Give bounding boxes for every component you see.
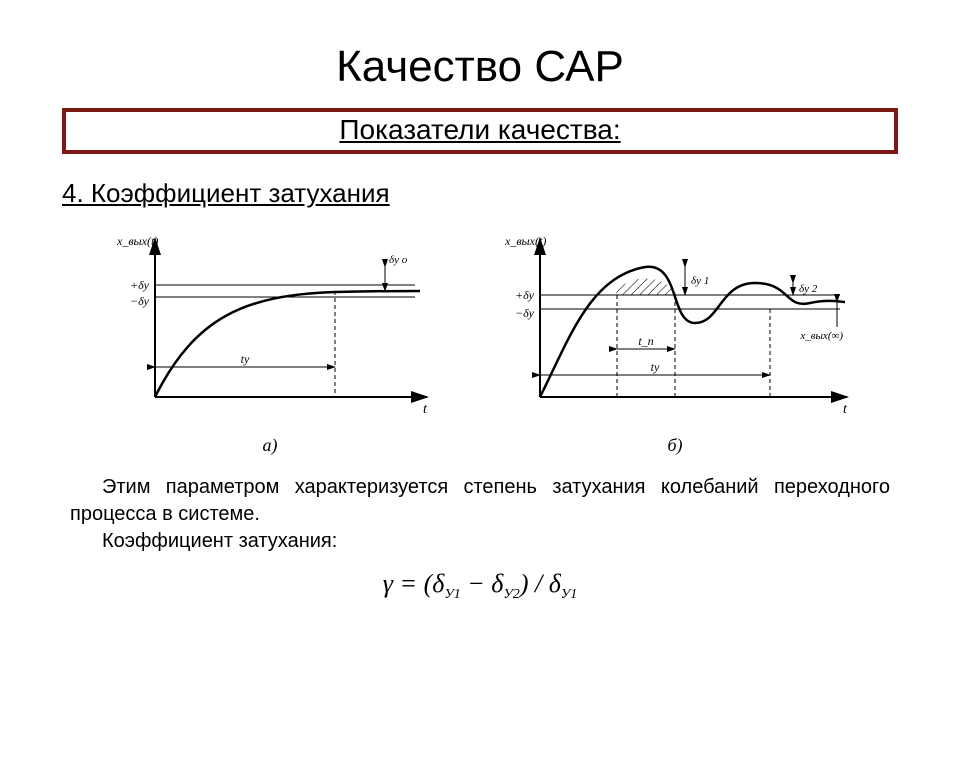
svg-text:x_вых(t): x_вых(t) [504,234,546,248]
svg-text:−δy: −δy [515,306,535,320]
graph-b: x_вых(t)t +δy −δy t_nty δy 1 δy 2 x_вых(∞) б) [495,227,855,456]
body-text: Этим параметром характеризуется степень … [70,474,890,555]
page-title: Качество САР [0,42,960,92]
graph-a: x_вых(t)t +δy −δy ty δy o а) [105,227,435,456]
svg-text:+δy: +δy [515,288,535,302]
svg-text:t: t [423,402,428,417]
svg-text:t: t [843,402,848,417]
graph-b-svg: x_вых(t)t +δy −δy t_nty δy 1 δy 2 x_вых(∞) [495,227,855,427]
graph-a-svg: x_вых(t)t +δy −δy ty δy o [105,227,435,427]
subtitle-box: Показатели качества: [62,108,898,154]
svg-text:x_вых(∞): x_вых(∞) [799,330,843,342]
svg-text:δy 2: δy 2 [799,283,818,295]
svg-text:δy 1: δy 1 [691,275,709,287]
graphs-container: x_вых(t)t +δy −δy ty δy o а) x_вых(t)t +δy −δy… [0,227,960,456]
svg-text:t_n: t_n [638,334,653,348]
svg-text:δy o: δy o [389,254,408,266]
subtitle-text: Показатели качества: [339,114,620,145]
section-heading: 4. Коэффициент затухания [62,178,960,209]
svg-text:+δy: +δy [130,278,150,292]
svg-text:−δy: −δy [130,294,150,308]
graph-b-caption: б) [667,435,682,456]
svg-text:ty: ty [241,352,250,366]
paragraph-2: Коэффициент затухания: [70,528,890,555]
svg-text:x_вых(t): x_вых(t) [116,234,158,248]
graph-a-caption: а) [263,435,278,456]
paragraph-1: Этим параметром характеризуется степень … [70,474,890,528]
svg-text:ty: ty [651,360,660,374]
formula: γ = (δУ1 − δУ2) / δУ1 [0,569,960,603]
